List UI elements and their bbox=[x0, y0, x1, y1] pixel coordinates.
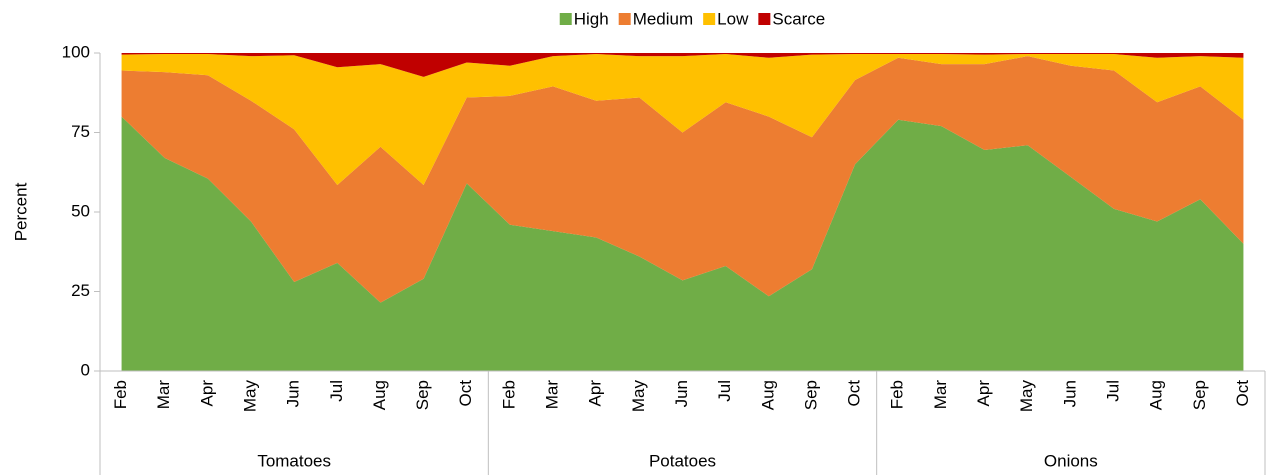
x-tick-label: Jun bbox=[672, 380, 691, 407]
x-tick-label: Jun bbox=[1060, 380, 1079, 407]
group-label: Potatoes bbox=[649, 451, 716, 470]
y-tick-label: 50 bbox=[71, 201, 90, 220]
x-tick-label: Aug bbox=[1147, 380, 1166, 410]
legend-label: Medium bbox=[633, 9, 693, 28]
legend-swatch bbox=[703, 13, 716, 25]
group-label: Tomatoes bbox=[257, 451, 331, 470]
x-tick-label: Mar bbox=[543, 380, 562, 410]
x-tick-label: Jul bbox=[327, 380, 346, 402]
legend-label: Scarce bbox=[772, 9, 825, 28]
legend-swatch bbox=[559, 13, 572, 25]
x-tick-label: Aug bbox=[758, 380, 777, 410]
x-tick-label: Jul bbox=[1103, 380, 1122, 402]
x-tick-label: May bbox=[1017, 380, 1036, 413]
area bbox=[121, 53, 1244, 77]
x-tick-label: Feb bbox=[111, 380, 130, 409]
group-label: Onions bbox=[1044, 451, 1098, 470]
legend-label: High bbox=[574, 9, 609, 28]
legend-swatch bbox=[618, 13, 631, 25]
x-tick-label: Mar bbox=[931, 380, 950, 410]
x-tick-label: Oct bbox=[456, 380, 475, 407]
x-tick-label: Oct bbox=[1233, 380, 1252, 407]
x-tick-label: Jul bbox=[715, 380, 734, 402]
y-tick-label: 75 bbox=[71, 122, 90, 141]
x-tick-label: Sep bbox=[413, 380, 432, 410]
x-tick-label: May bbox=[241, 380, 260, 413]
x-tick-label: Feb bbox=[888, 380, 907, 409]
legend-label: Low bbox=[717, 9, 749, 28]
area bbox=[121, 116, 1244, 371]
x-tick-label: Sep bbox=[1190, 380, 1209, 410]
x-tick-label: May bbox=[629, 380, 648, 413]
y-tick-label: 0 bbox=[81, 360, 90, 379]
x-tick-label: Sep bbox=[801, 380, 820, 410]
x-tick-label: Apr bbox=[974, 380, 993, 407]
legend-swatch bbox=[758, 13, 771, 25]
x-tick-label: Oct bbox=[845, 380, 864, 407]
y-axis-label: Percent bbox=[11, 182, 30, 241]
y-tick-label: 100 bbox=[62, 42, 90, 61]
area bbox=[121, 56, 1244, 303]
x-tick-label: Apr bbox=[586, 380, 605, 407]
legend: High Medium Low Scarce bbox=[559, 9, 825, 28]
x-tick-label: Mar bbox=[154, 380, 173, 410]
area bbox=[121, 53, 1244, 185]
x-tick-label: Jun bbox=[284, 380, 303, 407]
x-tick-label: Feb bbox=[499, 380, 518, 409]
y-tick-label: 25 bbox=[71, 281, 90, 300]
x-tick-label: Apr bbox=[197, 380, 216, 407]
x-tick-label: Aug bbox=[370, 380, 389, 410]
